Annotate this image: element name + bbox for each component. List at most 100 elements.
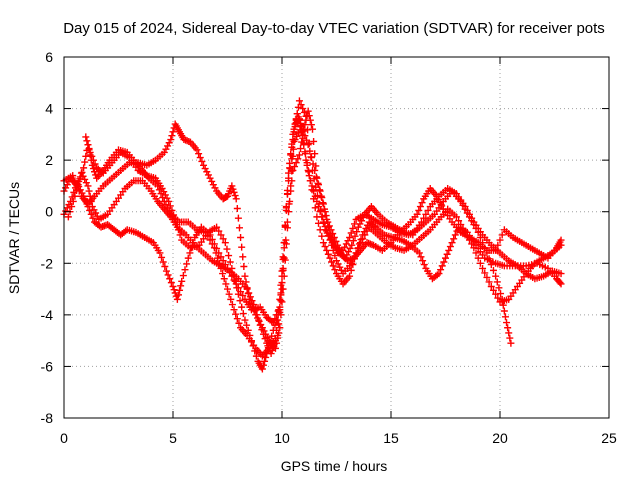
data-point (498, 231, 506, 239)
data-point (268, 346, 276, 354)
data-point (156, 249, 164, 257)
data-point (204, 171, 212, 179)
data-point (230, 306, 238, 314)
data-point (324, 218, 332, 226)
data-point (271, 337, 279, 345)
data-point (474, 254, 482, 262)
data-point (476, 259, 484, 267)
data-point (556, 279, 564, 287)
data-point (322, 212, 330, 220)
data-point (557, 280, 565, 288)
data-point (86, 192, 94, 200)
data-point (455, 217, 463, 225)
data-point (222, 280, 230, 288)
data-point (261, 335, 269, 343)
data-point (69, 172, 77, 180)
data-point (206, 174, 214, 182)
data-point (311, 150, 319, 158)
data-point (173, 221, 181, 229)
data-point (169, 282, 177, 290)
data-point (276, 306, 284, 314)
data-point (230, 188, 238, 196)
data-point (193, 146, 201, 154)
y-tick-label: 2 (45, 152, 53, 168)
data-point (461, 205, 469, 213)
data-point (422, 210, 430, 218)
data-point (294, 155, 302, 163)
data-point (228, 301, 236, 309)
data-point (504, 324, 512, 332)
data-point (214, 254, 222, 262)
data-point (89, 156, 97, 164)
data-point (415, 249, 423, 257)
data-point (349, 224, 357, 232)
data-point (308, 182, 316, 190)
data-point (213, 244, 221, 252)
data-point (328, 241, 336, 249)
data-point (315, 203, 323, 211)
data-point (323, 246, 331, 254)
data-point (292, 159, 300, 167)
x-tick-label: 20 (492, 430, 508, 446)
data-point (489, 266, 497, 274)
data-point (356, 239, 364, 247)
data-point (485, 255, 493, 263)
data-point (278, 272, 286, 280)
data-point (328, 258, 336, 266)
data-point (321, 243, 329, 251)
data-point (446, 243, 454, 251)
data-point (283, 190, 291, 198)
data-point (84, 182, 92, 190)
data-point (318, 232, 326, 240)
data-point (346, 234, 354, 241)
data-point (209, 181, 217, 189)
data-point (331, 252, 339, 260)
data-point (321, 205, 329, 213)
data-point (276, 295, 284, 303)
data-point (279, 255, 287, 263)
data-point (238, 303, 246, 311)
data-point (351, 232, 359, 240)
data-point (261, 357, 269, 365)
data-point (293, 110, 301, 118)
data-point (263, 350, 271, 358)
data-point (231, 277, 239, 285)
data-point (84, 141, 92, 149)
data-point (246, 331, 254, 339)
data-point (234, 290, 242, 298)
data-point (208, 177, 216, 185)
data-point (208, 235, 216, 243)
data-point (167, 136, 175, 144)
data-point (253, 311, 261, 319)
data-point (229, 271, 237, 279)
data-point (274, 311, 282, 319)
data-point (210, 240, 218, 248)
data-point (424, 206, 432, 214)
y-tick-label: 0 (45, 204, 53, 220)
data-point (304, 107, 312, 115)
data-point (492, 272, 500, 280)
data-point (174, 291, 182, 299)
data-point (470, 221, 478, 229)
data-point (307, 121, 315, 129)
data-point (221, 239, 229, 247)
data-point (282, 206, 290, 214)
y-tick-label: 6 (45, 49, 53, 65)
data-point (215, 227, 223, 235)
data-point (457, 221, 465, 229)
data-point (330, 234, 338, 241)
data-point (463, 209, 471, 217)
data-point (476, 234, 484, 241)
data-point (310, 137, 318, 145)
y-tick-label: 4 (45, 101, 53, 117)
data-point (288, 155, 296, 163)
data-point (225, 252, 233, 260)
data-point (164, 142, 172, 150)
data-point (68, 203, 76, 211)
data-point (312, 173, 320, 181)
data-point (311, 204, 319, 212)
data-point (459, 201, 467, 209)
data-point (170, 211, 178, 219)
data-point (359, 235, 367, 243)
